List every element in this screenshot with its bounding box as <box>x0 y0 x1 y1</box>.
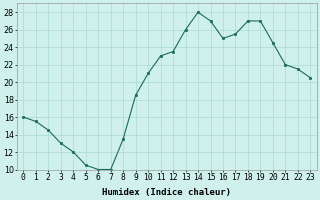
X-axis label: Humidex (Indice chaleur): Humidex (Indice chaleur) <box>102 188 231 197</box>
